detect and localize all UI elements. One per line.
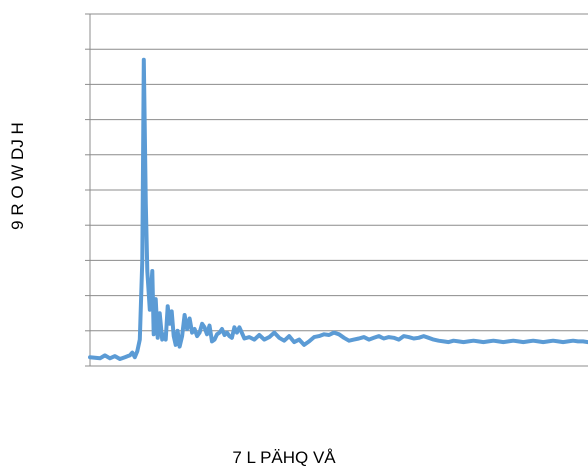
x-axis-title: 7 L PÄHQ VÅ bbox=[232, 448, 336, 467]
y-axis-title: 9 R O W DJ H bbox=[8, 122, 27, 230]
series-group bbox=[88, 57, 588, 361]
series-line-1 bbox=[88, 57, 588, 361]
